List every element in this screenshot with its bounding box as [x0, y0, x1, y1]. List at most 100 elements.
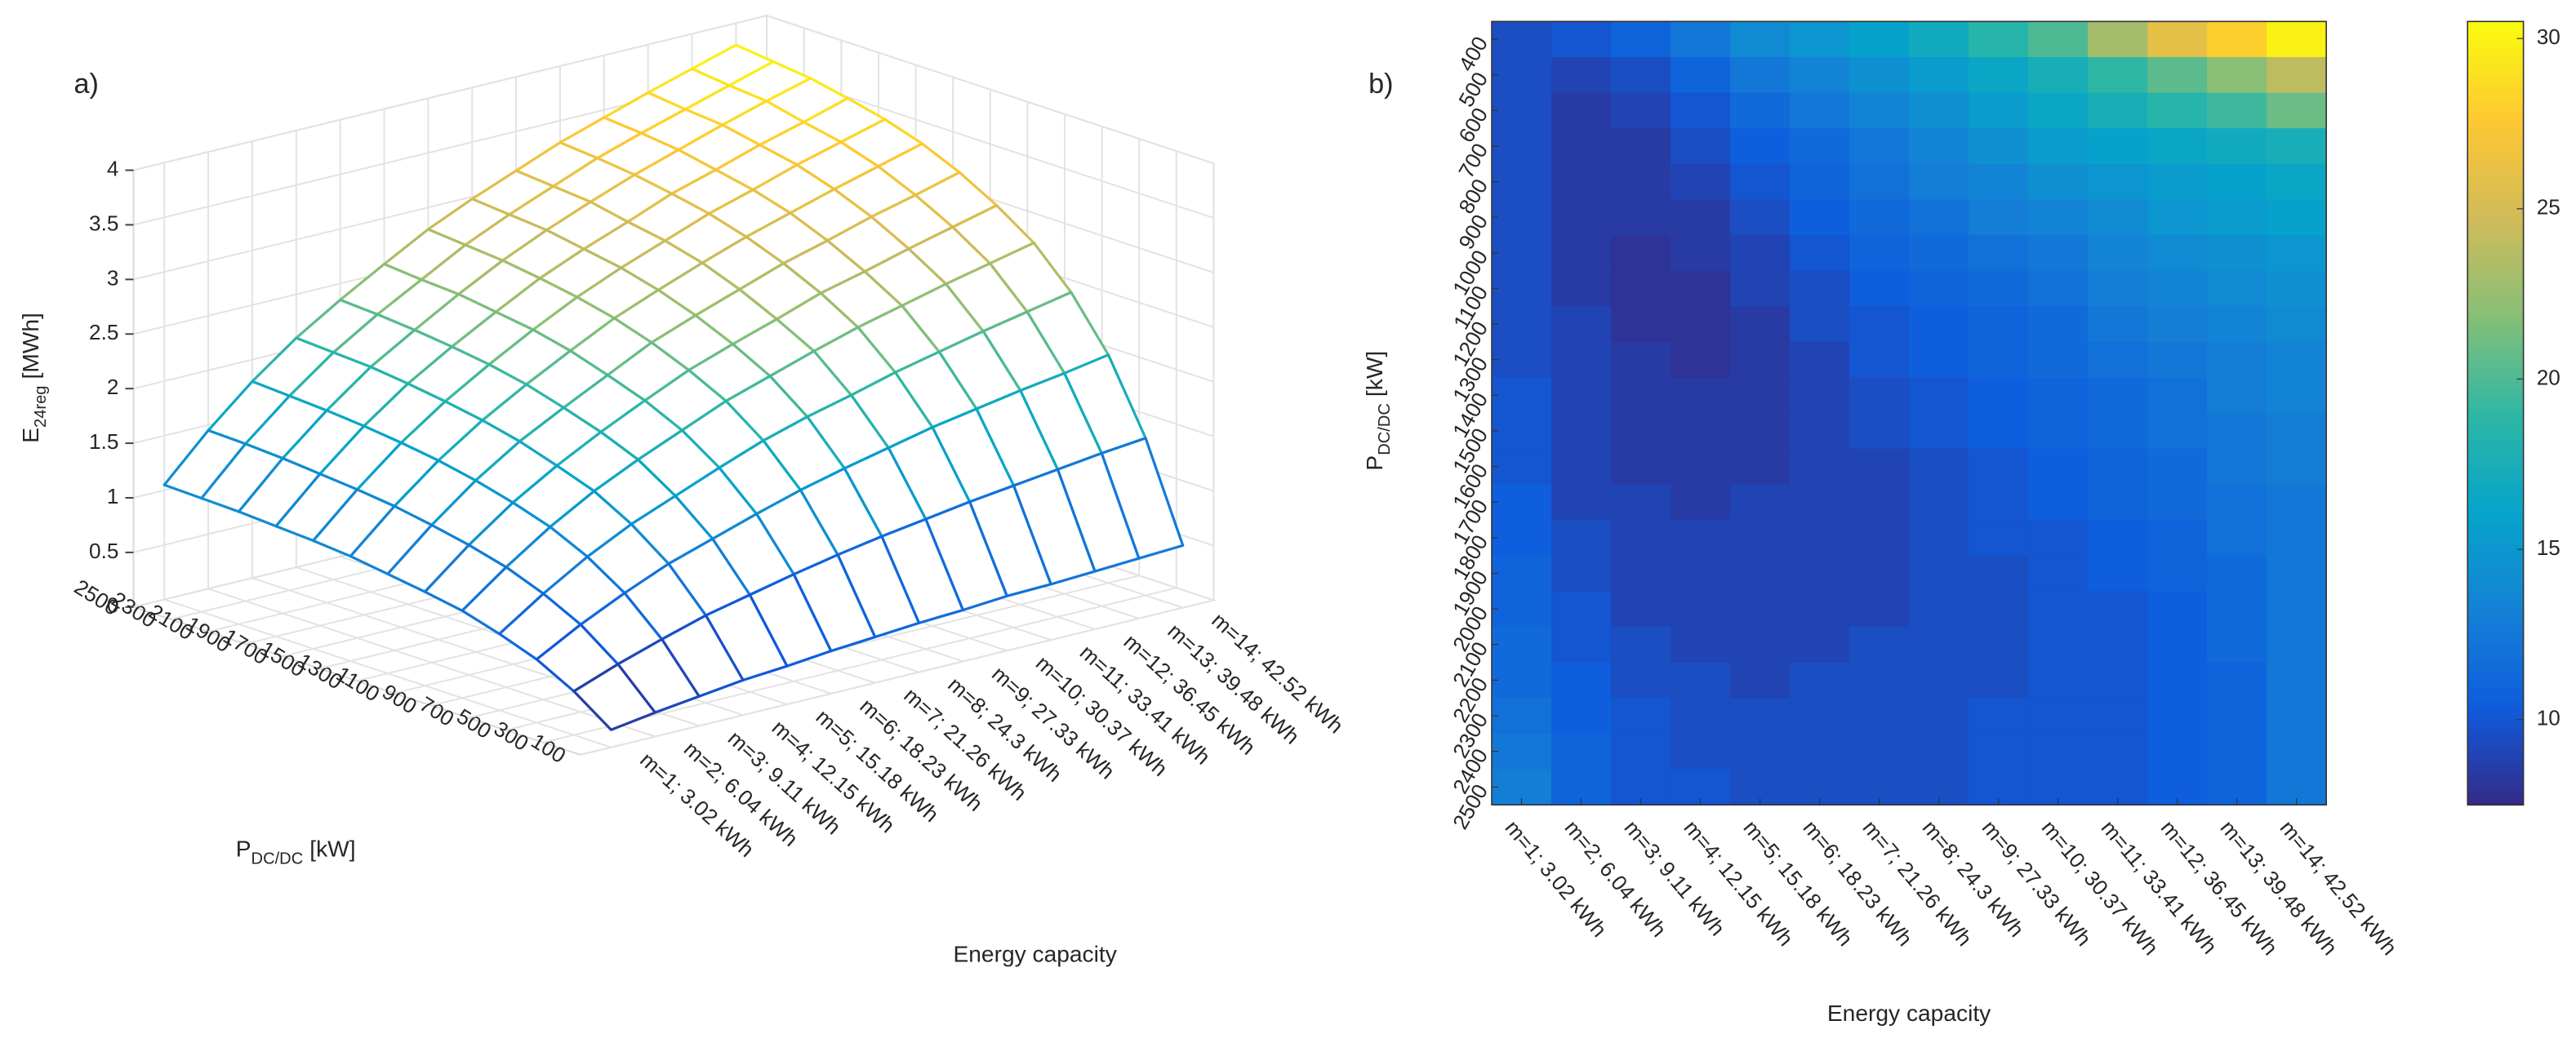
colorbar-segment [2467, 152, 2524, 160]
colorbar-segment [2467, 472, 2524, 480]
heatmap-cell [1849, 21, 1910, 58]
heatmap-cell [2028, 163, 2089, 201]
heatmap-cell [2088, 92, 2148, 129]
heatmap-cell [1492, 128, 1552, 165]
heatmap-cell [1492, 591, 1552, 628]
colorbar-segment [2467, 498, 2524, 506]
heatmap-cell [1671, 520, 1731, 557]
colorbar-segment [2467, 87, 2524, 95]
heatmap-cell [1611, 520, 1671, 557]
heatmap-cell [1492, 662, 1552, 699]
heatmap-cell [2147, 733, 2208, 770]
heatmap-cell [2028, 235, 2089, 272]
colorbar-segment [2467, 452, 2524, 460]
colorbar-segment [2467, 67, 2524, 75]
heatmap-cell [1909, 21, 1969, 58]
heatmap-cell [2147, 413, 2208, 450]
heatmap-cell [1849, 626, 1910, 664]
colorbar-segment [2467, 119, 2524, 127]
colorbar-segment [2467, 211, 2524, 219]
heatmap-cell [1969, 484, 2029, 521]
colorbar-segment [2467, 602, 2524, 610]
label-sub: DC/DC [251, 850, 304, 868]
colorbar-segment [2467, 635, 2524, 643]
colorbar-segment [2467, 126, 2524, 134]
heatmap-cell [1909, 698, 1969, 735]
colorbar-segment [2467, 165, 2524, 173]
heatmap-cell [2028, 341, 2089, 379]
heatmap-cell [1671, 484, 1731, 521]
colorbar-tick-label: 30 [2537, 24, 2560, 49]
colorbar-segment [2467, 779, 2524, 787]
heatmap-cell [1969, 591, 2029, 628]
heatmap-cell [2207, 448, 2267, 486]
heatmap-cell [2267, 235, 2327, 272]
colorbar-segment [2467, 687, 2524, 695]
label-main: P [1363, 455, 1388, 471]
heatmap-cell [1909, 235, 1969, 272]
heatmap-cell [2028, 662, 2089, 699]
heatmap-cell [1551, 591, 1612, 628]
heatmap-cell [2207, 92, 2267, 129]
colorbar-segment [2467, 681, 2524, 689]
heatmap-cell [1671, 235, 1731, 272]
colorbar-segment [2467, 191, 2524, 199]
heatmap-cell [2147, 270, 2208, 308]
heatmap-cell [1790, 341, 1850, 379]
heatmap-cell [1909, 128, 1969, 165]
heatmap-cell [1551, 733, 1612, 770]
heatmap-cell [1730, 448, 1791, 486]
heatmap-cell [1849, 56, 1910, 94]
heatmap-cell [2028, 413, 2089, 450]
colorbar-segment [2467, 361, 2524, 369]
heatmap-cell [1730, 341, 1791, 379]
label-unit: [MWh] [19, 313, 44, 379]
heatmap-cell [1551, 662, 1612, 699]
colorbar-segment [2467, 93, 2524, 101]
heatmap-cell [1730, 21, 1791, 58]
heatmap-cell [2267, 270, 2327, 308]
z-tick-label: 1 [107, 484, 119, 508]
heatmap-cell [2088, 128, 2148, 165]
heatmap-cell [1849, 733, 1910, 770]
heatmap-cell [1849, 448, 1910, 486]
heatmap-cell [1611, 306, 1671, 343]
colorbar-segment [2467, 530, 2524, 539]
heatmap-cell [1790, 199, 1850, 236]
heatmap-cell [1969, 448, 2029, 486]
x-tick-label: m=7; 21.26 kWh [1858, 815, 1978, 951]
heatmap-cell [1909, 662, 1969, 699]
colorbar-segment [2467, 544, 2524, 552]
z-tick-label: 1.5 [89, 429, 118, 454]
heatmap-cell [2267, 626, 2327, 664]
colorbar-segment [2467, 446, 2524, 454]
colorbar-segment [2467, 459, 2524, 467]
colorbar-segment [2467, 217, 2524, 225]
colorbar-segment [2467, 198, 2524, 206]
heatmap-cell [1849, 484, 1910, 521]
heatmap-cell [2207, 733, 2267, 770]
heatmap-cell [2088, 199, 2148, 236]
heatmap-cell [1730, 520, 1791, 557]
colorbar-segment [2467, 263, 2524, 271]
heatmap-cell [1969, 199, 2029, 236]
heatmap-cell [2147, 520, 2208, 557]
heatmap-cell [2028, 591, 2089, 628]
colorbar-segment [2467, 641, 2524, 650]
heatmap-cell [1730, 484, 1791, 521]
heatmap-cell [1849, 413, 1910, 450]
heatmap-cell [2267, 21, 2327, 58]
heatmap-cell [1849, 270, 1910, 308]
heatmap-cell [2267, 733, 2327, 770]
heatmap-cell [1551, 413, 1612, 450]
heatmap-cell [2088, 56, 2148, 94]
heatmap-cell [2028, 92, 2089, 129]
heatmap-cell [1969, 56, 2029, 94]
heatmap-cell [2088, 448, 2148, 486]
heatmap-cell [2267, 199, 2327, 236]
heatmap-cell [1909, 56, 1969, 94]
colorbar-segment [2467, 589, 2524, 597]
colorbar-segment [2467, 393, 2524, 402]
heatmap-cell [1551, 199, 1612, 236]
heatmap-cell [1611, 698, 1671, 735]
